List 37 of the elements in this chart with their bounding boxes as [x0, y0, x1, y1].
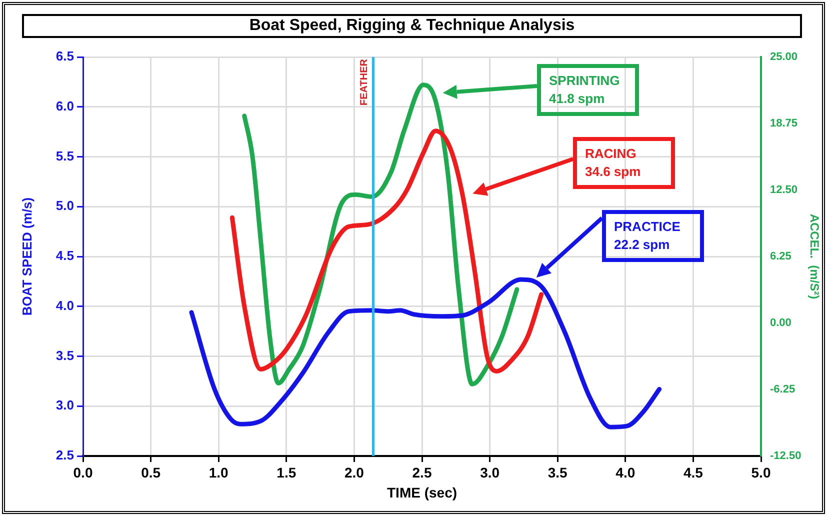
text: RACING 34.6 spm	[573, 137, 675, 189]
line-series	[230, 128, 544, 374]
y2-axis-title: ACCEL. (m/S²)	[807, 214, 822, 300]
y-tick-label: 3.0	[56, 398, 74, 413]
y2-tick-label: 12.50	[770, 184, 798, 196]
y-axis-title: BOAT SPEED (m/s)	[19, 197, 34, 316]
x-tick-label: 4.5	[683, 464, 704, 480]
y2-tick-label: -6.25	[770, 384, 796, 396]
y-tick-label: 5.5	[56, 148, 74, 164]
y2-tick-label: 0.00	[770, 317, 792, 330]
text: PRACTICE 22.2 spm	[602, 210, 704, 262]
x-tick-label: 0.5	[141, 464, 161, 480]
x-tick-label: 3.5	[548, 464, 568, 480]
x-tick-label: 0.0	[73, 464, 93, 480]
line-series	[189, 277, 662, 430]
x-tick-label: 3.0	[480, 464, 500, 480]
y-tick-label: 4.0	[56, 298, 74, 313]
x-tick-label: 4.0	[616, 464, 636, 480]
y-tick-label: 3.5	[56, 348, 74, 363]
y2-tick-label: 6.25	[770, 250, 792, 263]
y-tick-label: 6.0	[56, 98, 74, 114]
ref-line-label: FEATHER	[358, 58, 370, 106]
x-axis-title: TIME (sec)	[386, 484, 458, 500]
x-tick-label: 5.0	[751, 464, 771, 480]
x-tick-label: 2.0	[344, 464, 364, 480]
x-tick-label: 2.5	[412, 464, 432, 480]
chart-title: Boat Speed, Rigging & Technique Analysis	[22, 14, 802, 38]
y-tick-label: 5.0	[56, 198, 74, 214]
text: SPRINTING 41.8 spm	[537, 64, 639, 116]
x-tick-label: 1.5	[276, 464, 296, 480]
y2-tick-label: 25.00	[770, 51, 798, 64]
y-tick-label: 6.5	[56, 48, 74, 64]
y-tick-label: 2.5	[56, 448, 74, 463]
y2-tick-label: 18.75	[770, 118, 798, 130]
y2-tick-label: -12.50	[770, 450, 802, 462]
x-tick-label: 1.0	[208, 464, 229, 480]
y-tick-label: 4.5	[56, 248, 74, 264]
